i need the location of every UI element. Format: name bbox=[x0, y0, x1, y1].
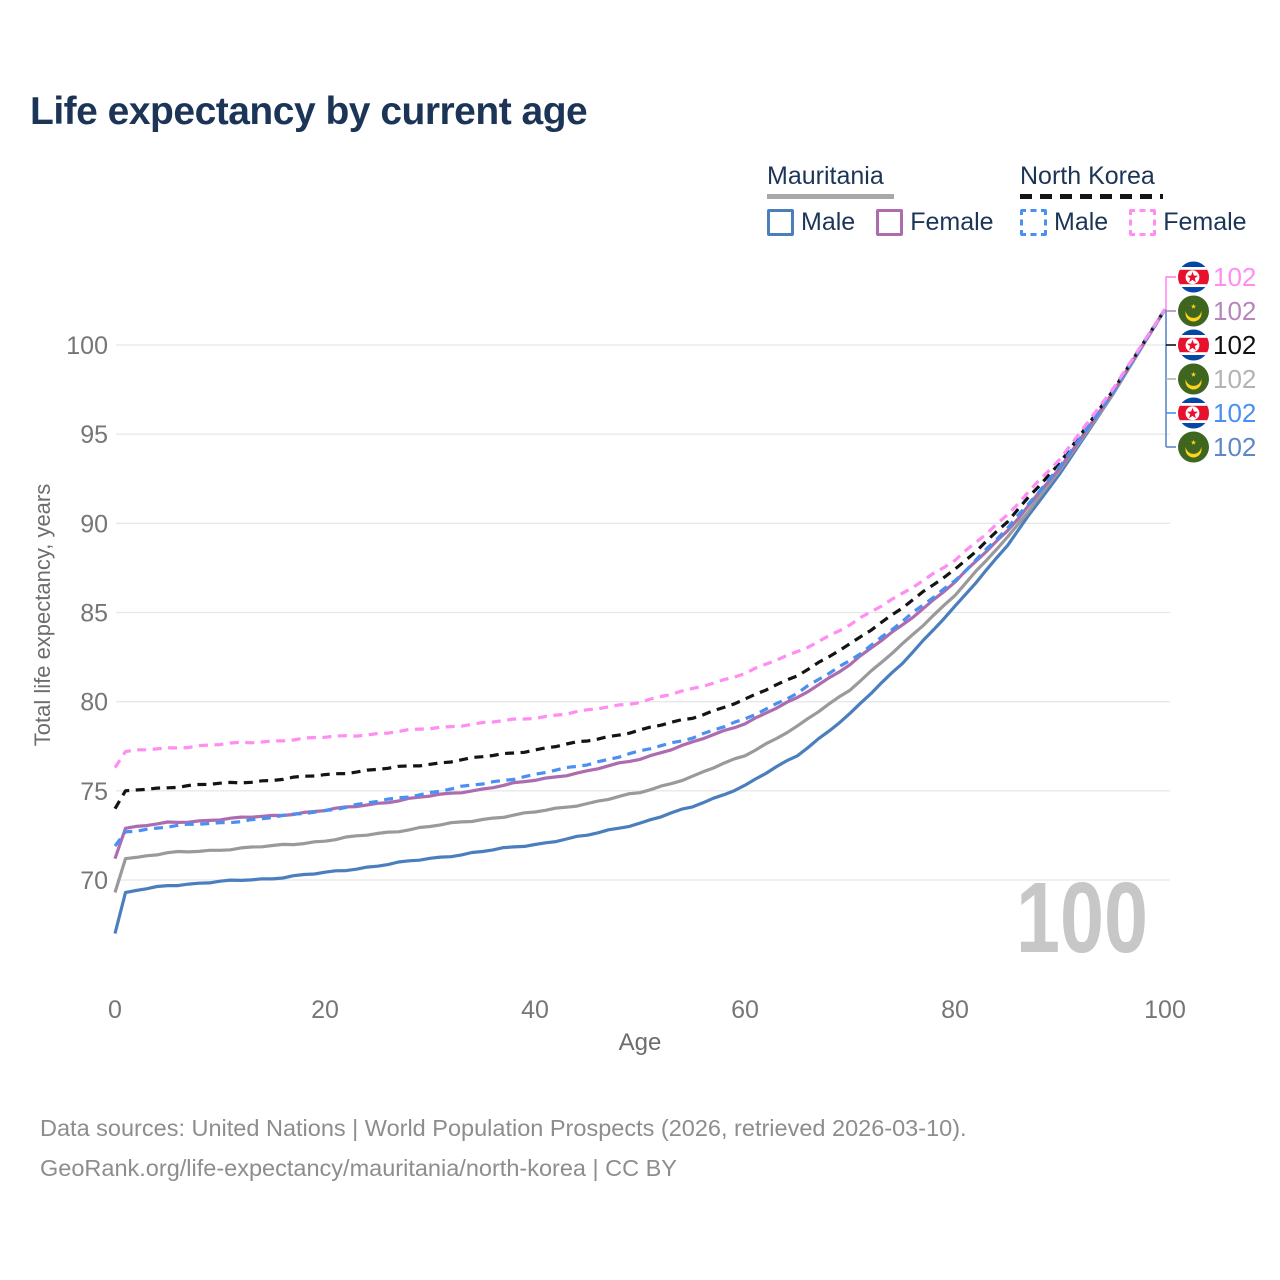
legend-swatch-north-korea-female[interactable] bbox=[1129, 209, 1157, 236]
legend-country-label-mauritania: Mauritania bbox=[767, 162, 884, 190]
connector-top bbox=[1165, 276, 1176, 310]
footer: Data sources: United Nations | World Pop… bbox=[40, 1108, 967, 1188]
age-counter-watermark: 100 bbox=[1016, 862, 1148, 974]
legend-item-label: Male bbox=[801, 208, 856, 236]
y-tick-label-100: 100 bbox=[66, 332, 108, 360]
legend-swatch-mauritania-female[interactable] bbox=[876, 209, 904, 236]
north-korea-flag-icon bbox=[1178, 397, 1210, 429]
end-value-label-mauritania-female: 102 bbox=[1213, 296, 1256, 326]
footer-attribution: GeoRank.org/life-expectancy/mauritania/n… bbox=[40, 1155, 677, 1181]
legend-swatch-mauritania-male[interactable] bbox=[767, 209, 794, 236]
page-title: Life expectancy by current age bbox=[30, 90, 588, 133]
legend-item-label: Male bbox=[1054, 208, 1109, 236]
x-tick-label-0: 0 bbox=[108, 996, 122, 1024]
end-value-label-north-korea-both-sexes: 102 bbox=[1213, 330, 1256, 360]
x-tick-label-100: 100 bbox=[1144, 996, 1186, 1024]
y-tick-label-85: 85 bbox=[80, 599, 108, 627]
footer-data-sources: Data sources: United Nations | World Pop… bbox=[40, 1115, 967, 1141]
north-korea-flag-icon bbox=[1178, 261, 1210, 293]
mauritania-flag-icon bbox=[1178, 431, 1210, 463]
legend-line-key-mauritania bbox=[767, 194, 894, 199]
end-value-label-mauritania-male: 102 bbox=[1213, 432, 1256, 462]
y-tick-label-90: 90 bbox=[80, 510, 108, 538]
north-korea-flag-icon bbox=[1178, 329, 1210, 361]
legend-swatch-north-korea-male[interactable] bbox=[1020, 209, 1047, 236]
x-tick-label-20: 20 bbox=[311, 996, 339, 1024]
x-tick-label-80: 80 bbox=[941, 996, 969, 1024]
series-line-mauritania-female[interactable] bbox=[113, 308, 1167, 860]
end-value-label-north-korea-male: 102 bbox=[1213, 398, 1256, 428]
series-line-north-korea-both-sexes[interactable] bbox=[113, 308, 1167, 810]
x-axis-title: Age bbox=[619, 1029, 662, 1056]
series-line-mauritania-male[interactable] bbox=[113, 308, 1167, 934]
legend-item-north-korea-male[interactable]: Male bbox=[1020, 208, 1108, 237]
y-axis-title: Total life expectancy, years bbox=[30, 484, 55, 747]
end-value-label-mauritania-both-sexes: 102 bbox=[1213, 364, 1256, 394]
end-value-label-north-korea-female: 102 bbox=[1213, 262, 1256, 292]
legend-item-mauritania-female[interactable]: Female bbox=[876, 208, 994, 237]
legend-group-north-korea: North Korea Male Female bbox=[1020, 162, 1268, 237]
mauritania-flag-icon bbox=[1178, 363, 1210, 395]
series-line-mauritania-both-sexes[interactable] bbox=[113, 308, 1167, 893]
legend-item-label: Female bbox=[910, 208, 994, 236]
y-tick-label-95: 95 bbox=[80, 421, 108, 449]
legend-line-key-north-korea bbox=[1020, 194, 1163, 199]
y-tick-label-75: 75 bbox=[80, 778, 108, 806]
y-tick-label-80: 80 bbox=[80, 689, 108, 717]
legend-country-label-north-korea: North Korea bbox=[1020, 162, 1155, 190]
series-line-north-korea-female[interactable] bbox=[113, 308, 1167, 769]
series-line-north-korea-male[interactable] bbox=[113, 308, 1167, 848]
x-tick-label-40: 40 bbox=[521, 996, 549, 1024]
legend-item-label: Female bbox=[1163, 208, 1247, 236]
legend-item-north-korea-female[interactable]: Female bbox=[1129, 208, 1247, 237]
mauritania-flag-icon bbox=[1178, 295, 1210, 327]
x-tick-label-60: 60 bbox=[731, 996, 759, 1024]
legend-item-mauritania-male[interactable]: Male bbox=[767, 208, 855, 237]
legend-group-mauritania: Mauritania Male Female bbox=[767, 162, 1015, 237]
y-tick-label-70: 70 bbox=[80, 867, 108, 895]
